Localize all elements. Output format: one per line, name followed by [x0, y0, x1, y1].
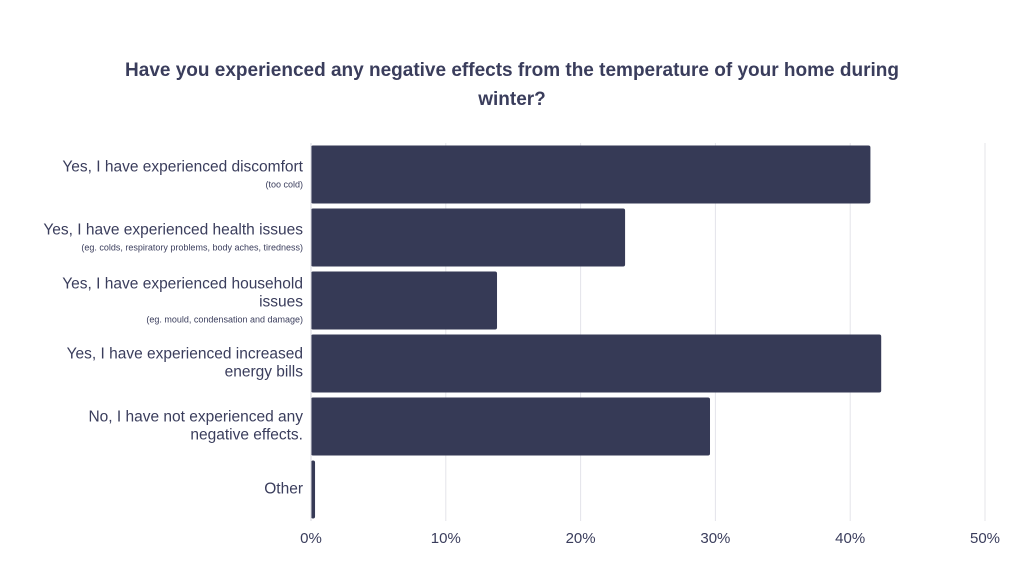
x-tick-label: 20% — [566, 530, 596, 547]
category-note: (eg. colds, respiratory problems, body a… — [81, 243, 303, 253]
category-labels: Yes, I have experienced discomfort (too c… — [43, 159, 303, 498]
x-tick-label: 30% — [700, 530, 730, 547]
category-note: (too cold) — [265, 180, 303, 190]
bar — [311, 397, 711, 456]
category-label: Yes, I have experienced household — [62, 276, 303, 293]
bar — [311, 145, 871, 204]
category-label: Yes, I have experienced health issues — [43, 222, 303, 239]
bar — [311, 334, 882, 393]
bar — [311, 460, 316, 519]
bar — [311, 208, 626, 267]
category-label: No, I have not experienced any — [88, 409, 303, 426]
x-tick-label: 0% — [300, 530, 322, 547]
category-note: (eg. mould, condensation and damage) — [146, 315, 303, 325]
category-label: Yes, I have experienced increased — [67, 346, 303, 363]
bars — [311, 145, 882, 519]
category-label: negative effects. — [190, 427, 303, 444]
x-tick-label: 50% — [970, 530, 1000, 547]
x-tick-label: 10% — [431, 530, 461, 547]
gridlines — [445, 143, 986, 521]
category-label: Yes, I have experienced discomfort — [62, 159, 303, 176]
x-tick-labels: 0% 10% 20% 30% 40% 50% — [300, 530, 1000, 547]
category-label: energy bills — [225, 364, 304, 381]
chart-title: Have you experienced any negative effect… — [125, 60, 899, 110]
x-tick-label: 40% — [835, 530, 865, 547]
category-label: issues — [259, 294, 303, 311]
category-label: Other — [264, 481, 303, 498]
bar — [311, 271, 498, 330]
